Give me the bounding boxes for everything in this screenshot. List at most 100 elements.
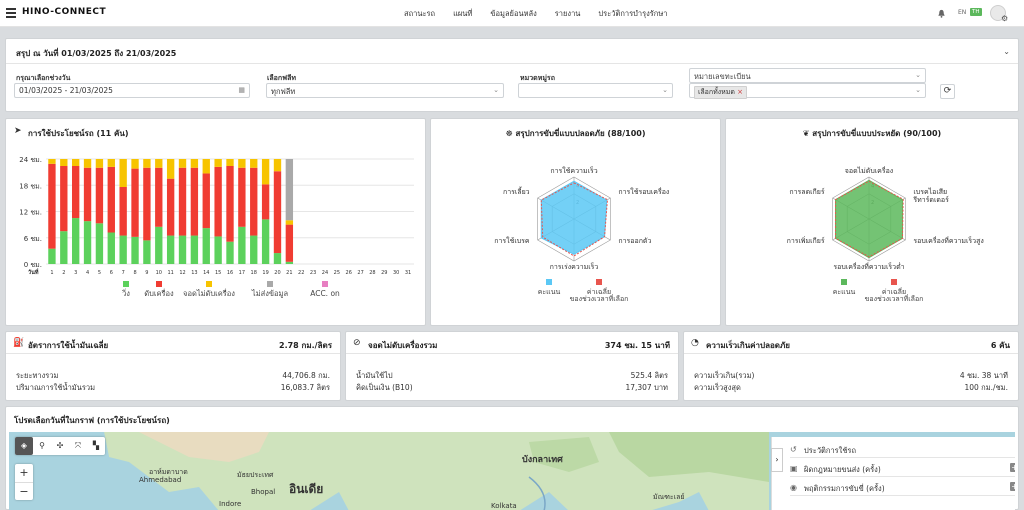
safe-driving-panel: ☸ สรุปการขับขี่แบบปลอดภัย (88/100) 24การ… — [430, 118, 721, 326]
bar-segment — [71, 218, 80, 264]
bar-segment — [190, 159, 199, 168]
bar-segment — [285, 224, 294, 262]
side-panel-toggle[interactable]: › — [771, 448, 783, 472]
bar-segment — [273, 253, 282, 264]
leaf-icon: ❦ — [802, 129, 810, 138]
chevron-down-icon: ⌄ — [915, 71, 921, 79]
fullscreen-icon[interactable]: ⤧ — [74, 441, 82, 450]
x-tick-label: 27 — [357, 270, 363, 276]
legend-swatch — [322, 281, 328, 287]
max-speed-value: 100 กม./ชม. — [964, 383, 1008, 392]
bar-segment — [166, 178, 175, 236]
plate-number-select[interactable]: หมายเลขทะเบียน ⌄ — [689, 68, 926, 83]
history-icon: ↺ — [790, 445, 797, 454]
close-icon[interactable]: × — [737, 88, 744, 96]
bar-segment — [285, 220, 294, 225]
safe-driving-title: ☸ สรุปการขับขี่แบบปลอดภัย (88/100) — [505, 129, 646, 138]
bar-segment — [226, 241, 234, 264]
plus-icon[interactable]: + — [1010, 482, 1015, 491]
idle-card: ⊘ จอดไม่ดับเครื่องรวม 374 ชม. 15 นาที น้… — [345, 331, 679, 401]
menu-icon[interactable] — [6, 8, 16, 18]
bell-icon[interactable] — [937, 9, 946, 18]
x-tick-label: 8 — [133, 270, 136, 276]
bar-segment — [166, 159, 175, 179]
side-item-driving-behavior[interactable]: ◉ พฤติกรรมการขับขี่ (ครั้ง) + — [790, 479, 1015, 496]
avatar[interactable] — [990, 5, 1006, 21]
map-canvas[interactable]: อาห์มดาบาด Ahmedabad มัธยประเทศ Bhopal อ… — [9, 432, 1015, 510]
x-tick-label: 13 — [191, 270, 197, 276]
bar-segment — [48, 163, 56, 249]
chevron-down-icon[interactable]: ⌄ — [1003, 47, 1010, 56]
y-tick-label: 6 ชม. — [24, 235, 42, 243]
bar-segment — [131, 168, 139, 237]
idle-title: จอดไม่ดับเครื่องรวม — [368, 341, 438, 350]
summary-header[interactable]: สรุป ณ วันที่ 01/03/2025 ถึง 21/03/2025 … — [6, 39, 1018, 64]
steering-icon: ☸ — [505, 129, 513, 138]
bar-segment — [107, 159, 115, 167]
x-tick-label: 15 — [215, 270, 221, 276]
radar-axis-label: รอบเครื่องที่ความเร็วสูง — [913, 236, 983, 245]
map-toolbar: ◈ ⚲ ✣ ⤧ ▚ — [15, 437, 105, 455]
total-distance-label: ระยะทางรวม — [16, 371, 59, 380]
pin-icon[interactable]: ⚲ — [39, 441, 45, 450]
nav-vehicle-status[interactable]: สถานะรถ — [404, 9, 436, 18]
x-tick-label: 25 — [334, 270, 340, 276]
language-option-en[interactable]: EN — [958, 9, 967, 16]
plate-tag-all[interactable]: เลือกทั้งหมด × — [694, 86, 748, 99]
plus-icon[interactable]: + — [1010, 463, 1015, 472]
refresh-button[interactable]: ⟳ — [940, 84, 955, 99]
zoom-in-button[interactable]: + — [19, 466, 29, 479]
map-label-indore: Indore — [219, 500, 242, 508]
chevron-down-icon: ⌄ — [662, 86, 668, 94]
layers-icon[interactable]: ◈ — [15, 437, 33, 455]
bar-segment — [202, 228, 210, 264]
x-tick-label: 10 — [156, 270, 162, 276]
nav-maintenance[interactable]: ประวัติการบำรุงรักษา — [598, 9, 668, 18]
radar-axis-label: การเพิ่มเกียร์ — [787, 236, 825, 245]
vehicle-group-select[interactable]: ⌄ — [518, 83, 673, 98]
chevron-down-icon: ⌄ — [915, 86, 921, 94]
bar-segment — [95, 167, 104, 224]
expand-icon[interactable]: ✣ — [56, 441, 64, 450]
overspeed-time-label: ความเร็วเกิน(รวม) — [694, 371, 755, 380]
side-item-transport-violation[interactable]: ▣ ผิดกฎหมายขนส่ง (ครั้ง) + — [790, 460, 1015, 477]
usage-bar-chart[interactable]: 0 ชม.6 ชม.12 ชม.18 ชม.24 ชม.1 2 3 4 5 6 7 8 9 10 1… — [6, 141, 427, 325]
x-tick-label: 19 — [262, 270, 268, 276]
gear-icon[interactable]: ⚙ — [1001, 14, 1009, 23]
x-tick-label: 9 — [145, 270, 148, 276]
zoom-out-button[interactable]: − — [15, 482, 33, 500]
x-tick-label: 22 — [298, 270, 304, 276]
legend-swatch — [206, 281, 212, 287]
nav-map[interactable]: แผนที่ — [453, 9, 473, 18]
overspeed-value: 6 คัน — [990, 341, 1010, 350]
bar-segment — [190, 167, 199, 236]
bar-segment — [83, 167, 92, 222]
idle-value: 374 ชม. 15 นาที — [604, 341, 670, 350]
calendar-icon[interactable]: ▦ — [238, 86, 245, 94]
date-range-value: 01/03/2025 - 21/03/2025 — [19, 86, 113, 95]
fleet-select[interactable]: ทุกฟลีท ⌄ — [266, 83, 504, 98]
radar-axis-label: รอบเครื่องที่ความเร็วต่ำ — [833, 262, 904, 271]
map-book-icon[interactable]: ▚ — [92, 441, 100, 450]
x-tick-label: 14 — [203, 270, 209, 276]
brand-logo[interactable]: HINO-CONNECT — [22, 7, 107, 17]
plate-tag-field[interactable]: เลือกทั้งหมด × ⌄ — [689, 83, 926, 99]
map-label-myanmar: มัณฑะเลย์ — [653, 493, 685, 501]
language-badge-th[interactable]: TH — [970, 8, 982, 16]
overspeed-card: ◔ ความเร็วเกินค่าปลอดภัย 6 คัน ความเร็วเ… — [683, 331, 1019, 401]
legend-swatch — [841, 279, 847, 285]
bar-segment — [226, 166, 234, 242]
summary-title: สรุป ณ วันที่ 01/03/2025 ถึง 21/03/2025 — [16, 49, 177, 58]
date-range-input[interactable]: 01/03/2025 - 21/03/2025 ▦ — [14, 83, 250, 98]
x-tick-label: 31 — [405, 270, 411, 276]
eco-radar-chart[interactable]: 24จอดไม่ดับเครื่องเบรคไอเสียรีทาร์ดเดอร์… — [726, 141, 1020, 325]
bar-segment — [250, 167, 258, 236]
nav-history[interactable]: ข้อมูลย้อนหลัง — [490, 9, 537, 18]
x-tick-label: 1 — [50, 270, 53, 276]
bar-segment — [250, 159, 258, 168]
bar-segment — [214, 236, 222, 264]
total-distance-value: 44,706.8 กม. — [282, 371, 330, 380]
side-item-usage-history[interactable]: ↺ ประวัติการใช้รถ — [790, 441, 1015, 458]
nav-report[interactable]: รายงาน — [554, 9, 581, 18]
safe-radar-chart[interactable]: 24การใช้ความเร็วการใช้รอบเครื่องการออกตั… — [431, 141, 722, 325]
